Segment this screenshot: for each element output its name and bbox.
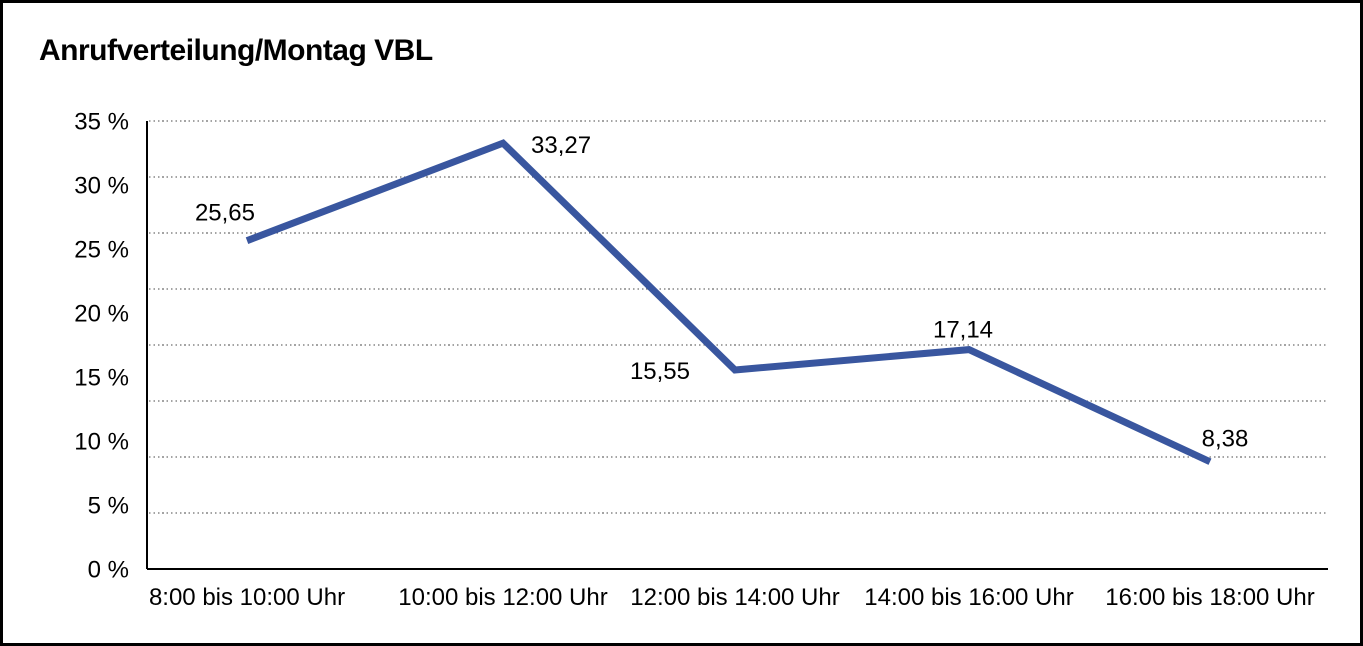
y-tick-label: 0 % <box>88 556 129 583</box>
x-tick-label: 10:00 bis 12:00 Uhr <box>398 584 607 611</box>
y-tick-label: 10 % <box>74 428 129 455</box>
value-label: 17,14 <box>933 317 993 344</box>
x-tick-label: 8:00 bis 10:00 Uhr <box>149 584 345 611</box>
axes <box>146 121 1328 570</box>
x-tick-label: 16:00 bis 18:00 Uhr <box>1105 584 1314 611</box>
value-label: 8,38 <box>1202 426 1249 453</box>
value-label: 15,55 <box>630 358 690 385</box>
value-labels: 25,65 33,27 15,55 17,14 8,38 <box>195 132 1248 453</box>
gridlines <box>149 120 1328 514</box>
call-distribution-line-chart: 35 % 30 % 25 % 20 % 15 % 10 % 5 % 0 % 8:00 bis 1… <box>74 108 1328 611</box>
data-line <box>245 139 1212 465</box>
y-tick-label: 25 % <box>74 236 129 263</box>
value-label: 25,65 <box>195 200 255 227</box>
chart-title: Anrufverteilung/Montag VBL <box>39 34 433 67</box>
y-tick-label: 5 % <box>88 492 129 519</box>
y-axis-labels: 35 % 30 % 25 % 20 % 15 % 10 % 5 % 0 % <box>74 108 129 583</box>
y-tick-label: 35 % <box>74 108 129 135</box>
y-tick-label: 20 % <box>74 300 129 327</box>
value-label: 33,27 <box>531 132 591 159</box>
x-tick-label: 14:00 bis 16:00 Uhr <box>864 584 1073 611</box>
y-tick-label: 15 % <box>74 364 129 391</box>
y-tick-label: 30 % <box>74 172 129 199</box>
x-axis-labels: 8:00 bis 10:00 Uhr 10:00 bis 12:00 Uhr 12:… <box>149 584 1315 611</box>
x-tick-label: 12:00 bis 14:00 Uhr <box>630 584 839 611</box>
